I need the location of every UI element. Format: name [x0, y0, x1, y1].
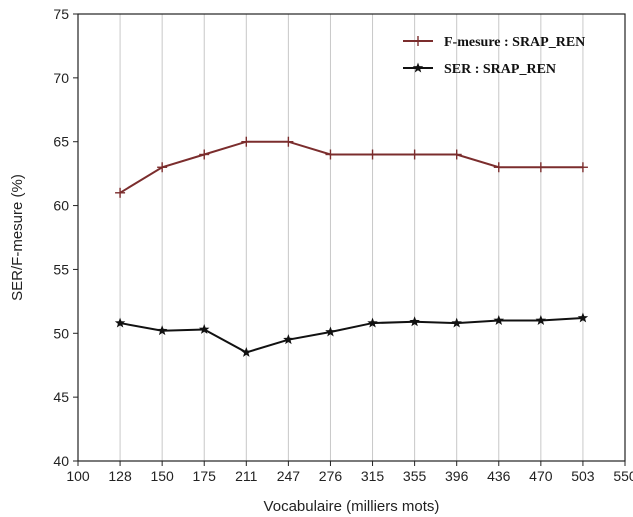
series-layer [114, 136, 589, 357]
legend-entry: SER : SRAP_REN [403, 62, 556, 77]
data-point [367, 149, 378, 160]
x-tick-label: 276 [319, 468, 343, 484]
legend-label: F-mesure : SRAP_REN [444, 35, 585, 50]
data-point [157, 162, 168, 173]
data-point [409, 149, 420, 160]
grid-lines [119, 14, 584, 461]
series-line [119, 316, 583, 354]
data-point [199, 323, 210, 334]
data-point [241, 136, 252, 147]
y-tick-label: 45 [53, 389, 69, 405]
data-point [535, 315, 547, 325]
y-axis-title: SER/F-mesure (%) [9, 174, 26, 301]
data-point [493, 315, 504, 325]
series-f-mesure [115, 136, 588, 198]
data-point [413, 36, 423, 46]
x-axis: 100 128 150 175 211 247 276 315 355 396 436 470 503 5… [66, 461, 633, 484]
y-tick-label: 60 [53, 198, 69, 214]
data-point [493, 162, 504, 173]
x-tick-label: 550 [613, 468, 633, 484]
data-point [241, 346, 252, 357]
x-tick-label: 355 [403, 468, 427, 484]
x-tick-label: 175 [193, 468, 217, 484]
legend-entry: F-mesure : SRAP_REN [403, 35, 585, 50]
y-tick-label: 40 [53, 453, 69, 469]
data-point [156, 325, 168, 336]
x-tick-label: 503 [571, 468, 595, 484]
y-tick-label: 70 [53, 70, 69, 86]
y-tick-label: 75 [53, 6, 69, 22]
x-tick-label: 211 [235, 468, 258, 484]
x-tick-label: 150 [150, 468, 174, 484]
series-ser [114, 312, 589, 357]
data-point [577, 162, 588, 173]
data-point [283, 136, 294, 147]
legend: F-mesure : SRAP_REN SER : SRAP_REN [403, 35, 585, 77]
data-point [114, 317, 126, 328]
data-point [325, 149, 336, 160]
data-point [409, 316, 420, 327]
x-tick-label: 396 [445, 468, 469, 484]
data-point [451, 149, 462, 160]
data-point [283, 334, 294, 345]
data-point [412, 62, 424, 73]
series-line [119, 140, 583, 194]
data-point [535, 162, 546, 173]
y-tick-label: 65 [53, 134, 69, 150]
x-axis-title: Vocabulaire (milliers mots) [264, 498, 440, 515]
x-tick-label: 247 [277, 468, 301, 484]
x-tick-label: 100 [66, 468, 90, 484]
y-axis: 40 45 50 55 60 65 70 75 [53, 6, 78, 469]
data-point [451, 317, 462, 328]
y-tick-label: 55 [53, 261, 69, 277]
data-point [325, 326, 336, 337]
x-tick-label: 470 [529, 468, 553, 484]
legend-label: SER : SRAP_REN [444, 62, 556, 77]
y-tick-label: 50 [53, 325, 69, 341]
plot-frame [77, 13, 626, 462]
x-tick-label: 436 [487, 468, 511, 484]
data-point [115, 187, 126, 198]
data-point [577, 312, 589, 323]
data-point [367, 317, 378, 328]
x-tick-label: 128 [108, 468, 132, 484]
data-point [199, 149, 210, 160]
x-tick-label: 315 [361, 468, 385, 484]
